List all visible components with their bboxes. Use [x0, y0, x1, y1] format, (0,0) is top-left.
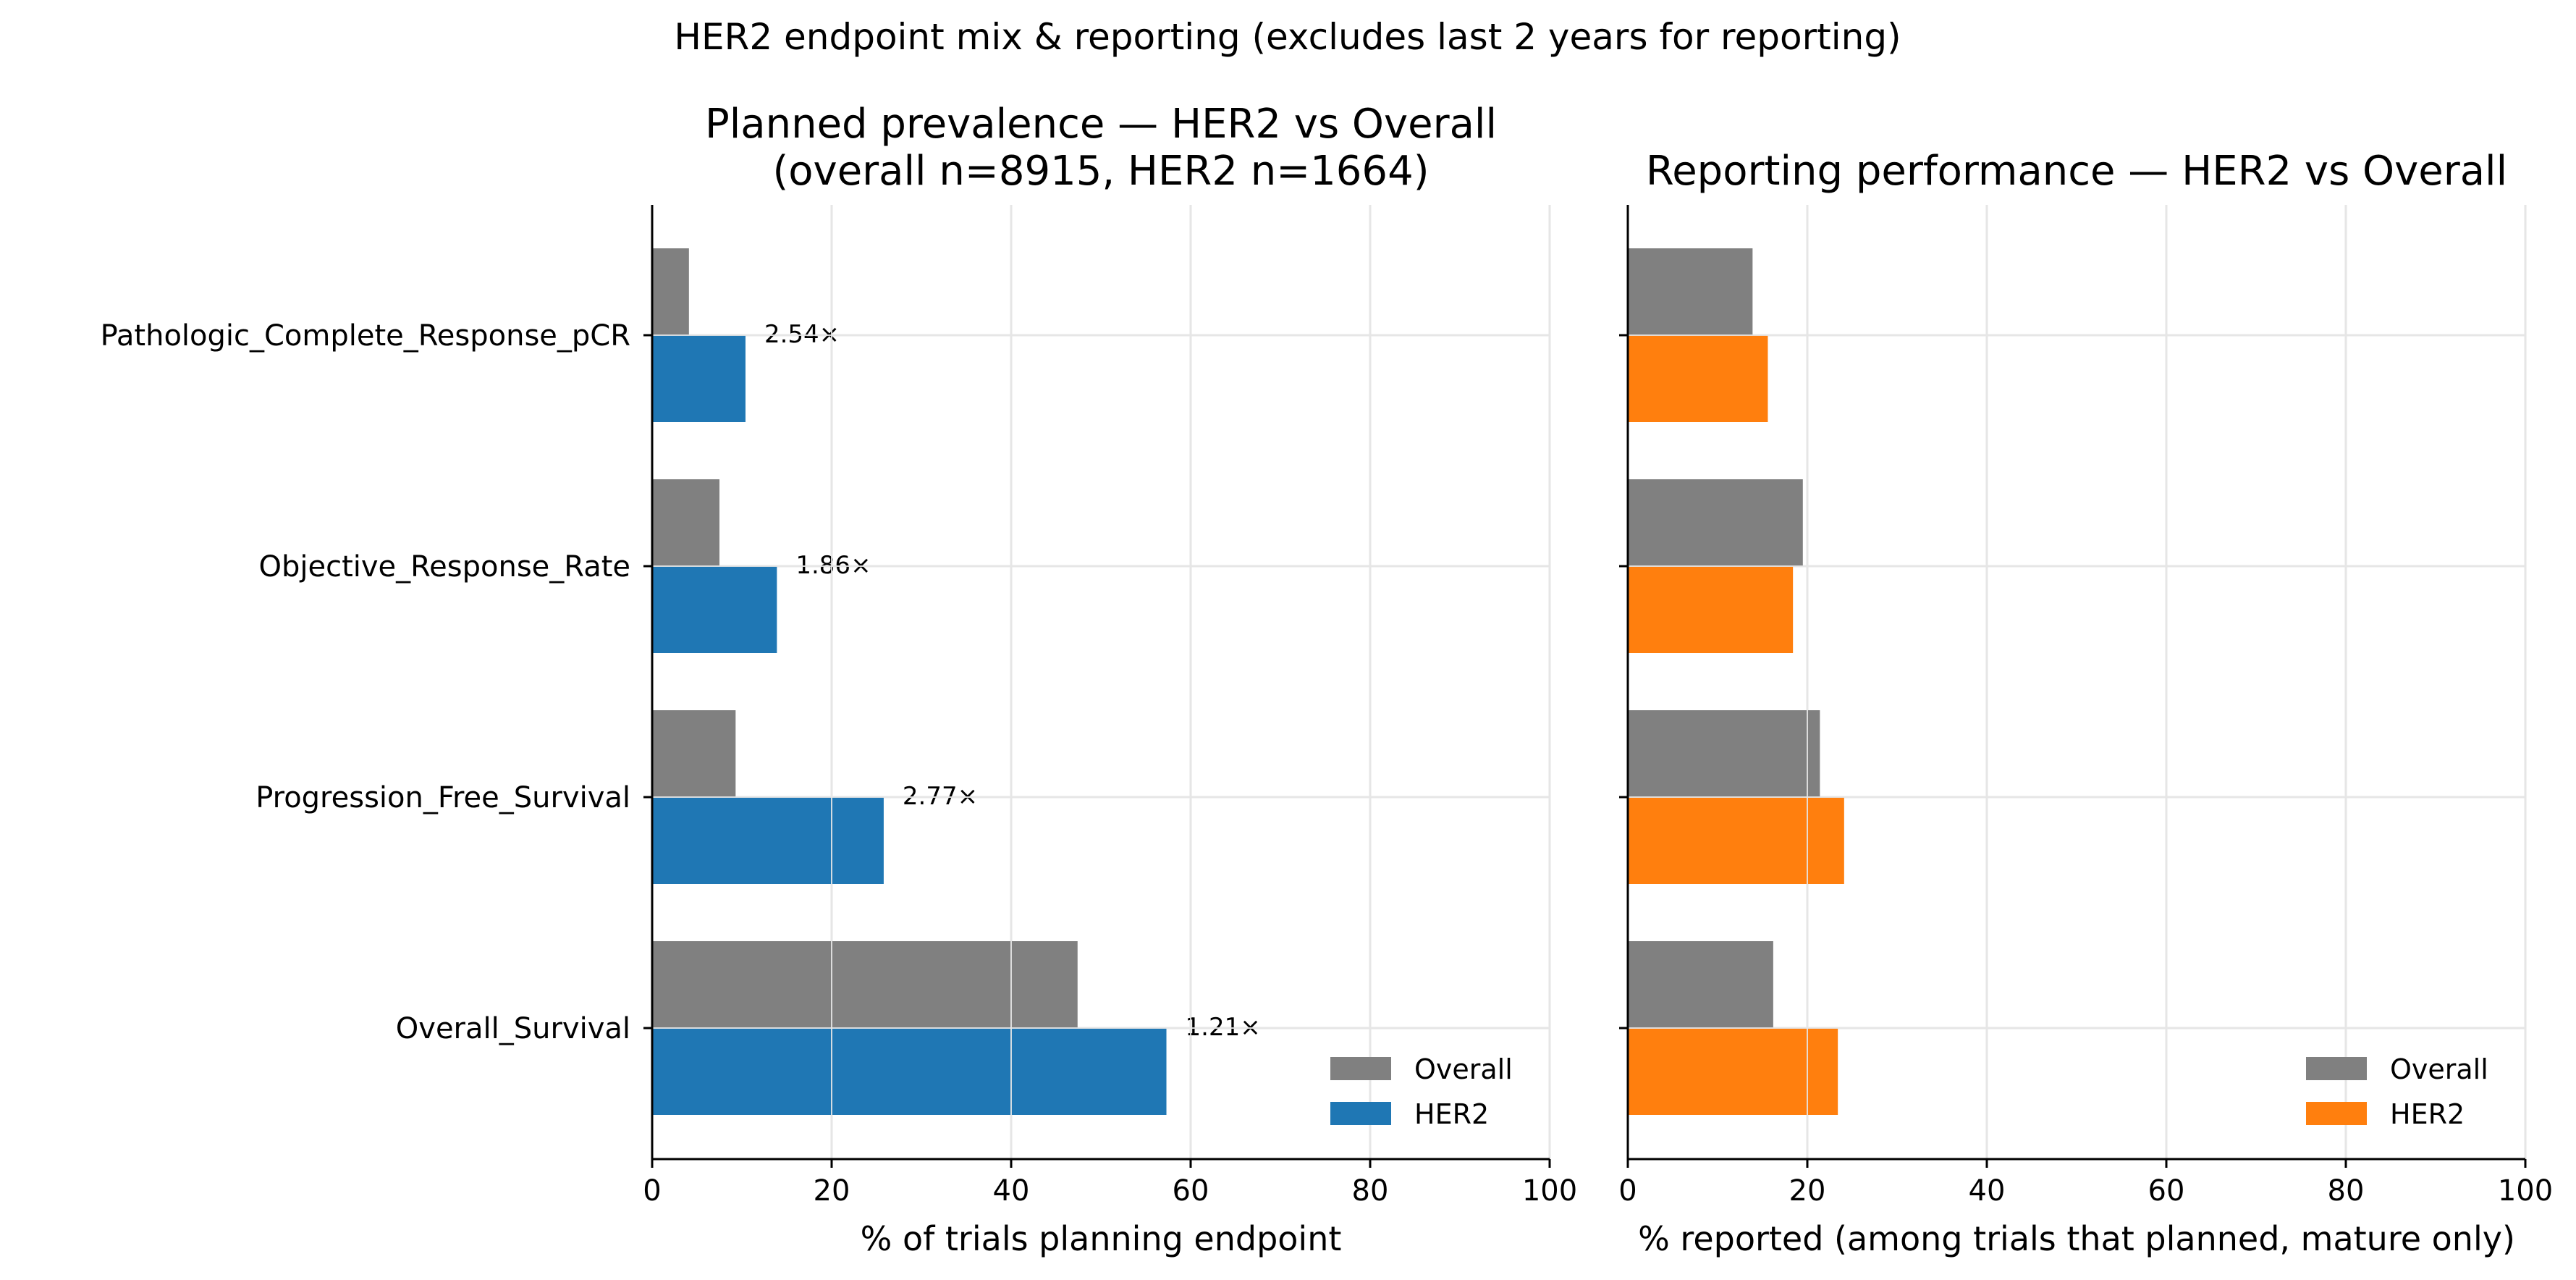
reporting-bar-overall-pathologic-complete-response-pcr: [1628, 248, 1753, 335]
reporting-legend-swatch-overall: [2306, 1057, 2367, 1080]
reporting-chart: Reporting performance — HER2 vs Overall …: [1618, 148, 2553, 1258]
prevalence-bar-her2-progression-free-survival: [652, 797, 884, 884]
prevalence-legend-label-overall: Overall: [1414, 1053, 1513, 1085]
reporting-bar-overall-progression-free-survival: [1628, 710, 1820, 797]
reporting-bar-her2-objective-response-rate: [1628, 566, 1794, 653]
prevalence-bar-overall-pathologic-complete-response-pcr: [652, 248, 689, 335]
prevalence-y-tick-label-pathologic-complete-response-pcr: Pathologic_Complete_Response_pCR: [101, 319, 630, 353]
prevalence-x-tick-label-0: 0: [643, 1174, 661, 1208]
reporting-x-tick-label-100: 100: [2498, 1174, 2553, 1208]
reporting-x-tick-label-80: 80: [2328, 1174, 2365, 1208]
prevalence-bar-overall-objective-response-rate: [652, 479, 719, 566]
prevalence-x-tick-label-20: 20: [814, 1174, 850, 1208]
reporting-legend-label-her2: HER2: [2390, 1098, 2465, 1130]
prevalence-legend-swatch-her2: [1330, 1102, 1391, 1125]
reporting-chart-title: Reporting performance — HER2 vs Overall: [1646, 148, 2507, 195]
prevalence-chart-title: Planned prevalence — HER2 vs Overall: [705, 101, 1497, 148]
prevalence-y-tick-label-overall-survival: Overall_Survival: [396, 1012, 630, 1045]
reporting-x-tick-label-40: 40: [1969, 1174, 2006, 1208]
prevalence-bar-her2-overall-survival: [652, 1028, 1167, 1115]
prevalence-x-tick-label-40: 40: [993, 1174, 1030, 1208]
prevalence-x-tick-label-100: 100: [1522, 1174, 1577, 1208]
prevalence-chart-subtitle: (overall n=8915, HER2 n=1664): [772, 148, 1429, 195]
reporting-x-tick-label-0: 0: [1618, 1174, 1637, 1208]
prevalence-y-tick-label-progression-free-survival: Progression_Free_Survival: [256, 781, 630, 814]
figure-title: HER2 endpoint mix & reporting (excludes …: [674, 16, 1901, 58]
prevalence-bar-her2-objective-response-rate: [652, 566, 777, 653]
reporting-bar-her2-overall-survival: [1628, 1028, 1838, 1115]
reporting-x-axis-label: % reported (among trials that planned, m…: [1638, 1219, 2515, 1258]
prevalence-bar-overall-progression-free-survival: [652, 710, 736, 797]
prevalence-bar-her2-pathologic-complete-response-pcr: [652, 335, 746, 422]
reporting-bar-her2-pathologic-complete-response-pcr: [1628, 335, 1768, 422]
prevalence-x-tick-label-80: 80: [1352, 1174, 1389, 1208]
reporting-bar-overall-overall-survival: [1628, 941, 1773, 1028]
prevalence-x-axis-label: % of trials planning endpoint: [861, 1219, 1342, 1258]
reporting-x-tick-label-20: 20: [1789, 1174, 1826, 1208]
prevalence-chart: Planned prevalence — HER2 vs Overall (ov…: [101, 101, 1578, 1258]
reporting-legend-label-overall: Overall: [2390, 1053, 2488, 1085]
prevalence-y-tick-label-objective-response-rate: Objective_Response_Rate: [259, 550, 631, 584]
prevalence-legend-swatch-overall: [1330, 1057, 1391, 1080]
reporting-bar-overall-objective-response-rate: [1628, 479, 1803, 566]
prevalence-x-tick-label-60: 60: [1173, 1174, 1209, 1208]
reporting-bar-her2-progression-free-survival: [1628, 797, 1844, 884]
prevalence-legend-label-her2: HER2: [1414, 1098, 1489, 1130]
reporting-x-tick-label-60: 60: [2148, 1174, 2185, 1208]
prevalence-bar-overall-overall-survival: [652, 941, 1078, 1028]
reporting-legend-swatch-her2: [2306, 1102, 2367, 1125]
